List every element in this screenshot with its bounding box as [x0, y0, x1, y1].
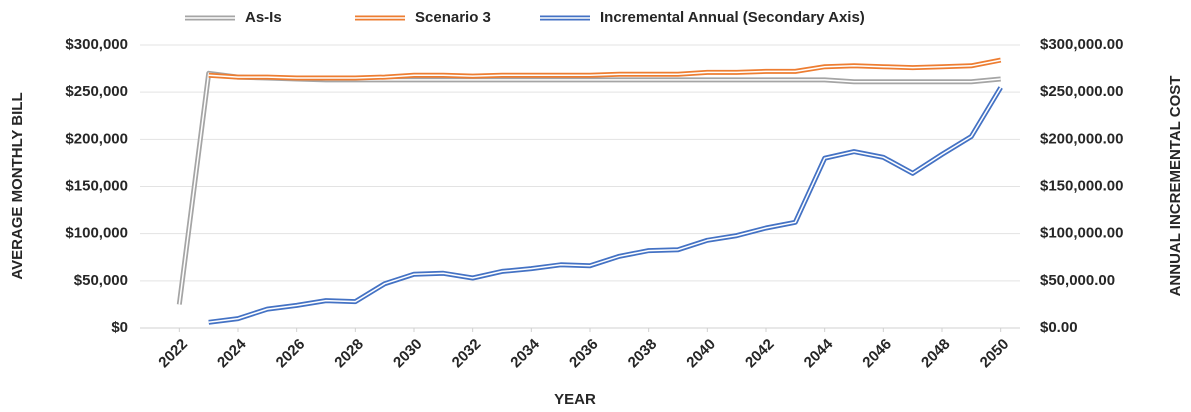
y-tick-label: $0	[111, 319, 128, 336]
y2-tick-label: $250,000.00	[1040, 83, 1123, 100]
x-tick-label: 2044	[801, 335, 837, 371]
y2-tick-label: $200,000.00	[1040, 130, 1123, 147]
y-tick-label: $100,000	[65, 225, 128, 242]
y2-tick-label: $100,000.00	[1040, 225, 1123, 242]
x-tick-label: 2048	[918, 336, 954, 372]
legend-label: Incremental Annual (Secondary Axis)	[600, 9, 865, 26]
x-tick-label: 2036	[566, 336, 602, 372]
y-tick-label: $300,000	[65, 36, 128, 53]
x-tick-label: 2022	[155, 336, 191, 372]
series-line	[176, 70, 1001, 305]
x-tick-label: 2042	[742, 336, 778, 372]
y-tick-label: $50,000	[74, 272, 128, 289]
x-tick-label: 2050	[977, 336, 1013, 372]
x-tick-label: 2046	[859, 336, 895, 372]
x-tick-label: 2038	[625, 336, 661, 372]
y2-axis-label: ANNUAL INCREMENTAL COST	[1167, 76, 1184, 297]
y-tick-label: $200,000	[65, 130, 128, 147]
x-tick-label: 2026	[273, 336, 309, 372]
x-tick-label: 2032	[449, 336, 485, 372]
y-tick-label: $150,000	[65, 177, 128, 194]
y2-tick-label: $0.00	[1040, 319, 1078, 336]
line-highlight	[178, 72, 1001, 305]
x-tick-label: 2024	[214, 335, 250, 371]
y-axis-label: AVERAGE MONTHLY BILL	[9, 92, 26, 279]
x-tick-label: 2030	[390, 336, 426, 372]
y-tick-label: $250,000	[65, 83, 128, 100]
line-highlight	[208, 59, 1001, 79]
legend-label: As-Is	[245, 9, 282, 26]
x-tick-label: 2034	[507, 335, 543, 371]
legend-label: Scenario 3	[415, 9, 491, 26]
series-line	[208, 86, 1003, 325]
x-axis-label: YEAR	[554, 391, 596, 408]
y2-tick-label: $50,000.00	[1040, 272, 1115, 289]
x-tick-label: 2040	[683, 336, 719, 372]
x-tick-label: 2028	[331, 336, 367, 372]
y2-tick-label: $150,000.00	[1040, 177, 1123, 194]
y2-tick-label: $300,000.00	[1040, 36, 1123, 53]
line-highlight	[208, 87, 1002, 324]
